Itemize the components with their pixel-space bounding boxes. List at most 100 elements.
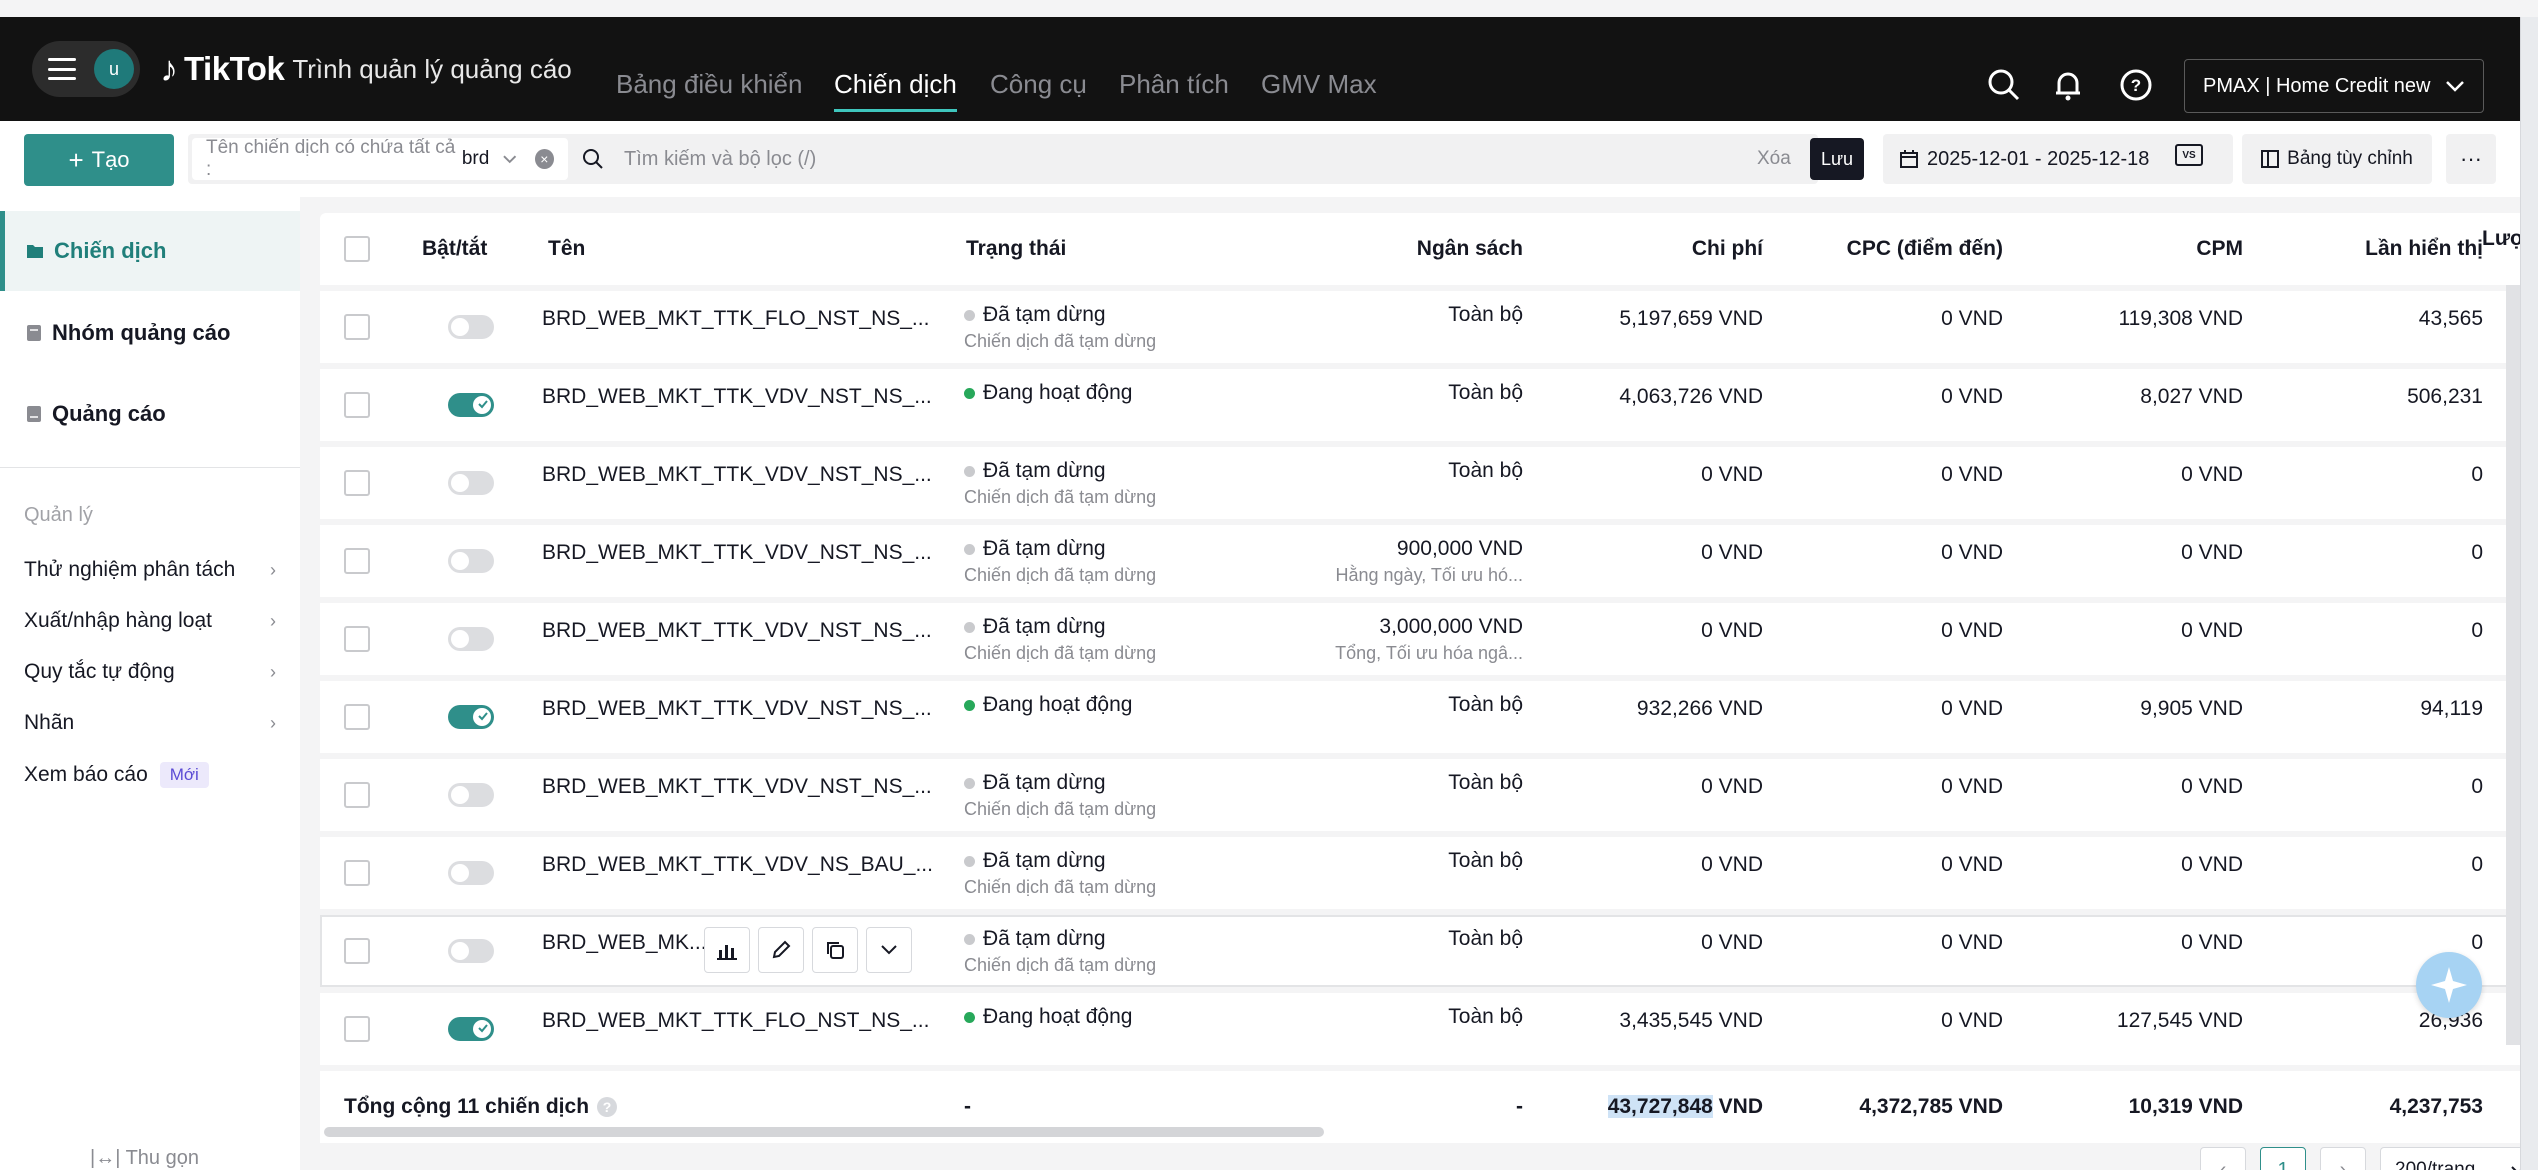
table-row[interactable]: BRD_WEB_MKT_TTK_FLO_NST_NS_... Đã tạm dừn… <box>320 291 2520 363</box>
sidebar-item-ad-groups[interactable]: Nhóm quảng cáo <box>0 293 300 373</box>
table-row[interactable]: BRD_WEB_MKT_TTK_VDV_NST_NS_... Đang hoạt … <box>320 369 2520 441</box>
row-checkbox[interactable] <box>344 548 370 574</box>
table-row[interactable]: BRD_WEB_MK... Đã tạm dừng Chiến dịch đã tạ… <box>320 915 2520 987</box>
row-checkbox[interactable] <box>344 314 370 340</box>
nav-dashboard[interactable]: Bảng điều khiển <box>616 69 803 99</box>
campaign-name-link[interactable]: BRD_WEB_MKT_TTK_FLO_NST_NS_... <box>542 307 930 330</box>
row-checkbox[interactable] <box>344 1016 370 1042</box>
budget-value: Toàn bộ <box>1448 381 1523 404</box>
table-row[interactable]: BRD_WEB_MKT_TTK_VDV_NST_NS_... Đang hoạt … <box>320 681 2520 753</box>
edit-button[interactable] <box>758 927 804 973</box>
row-toggle[interactable] <box>448 1017 494 1041</box>
custom-table-button[interactable]: Bảng tùy chỉnh <box>2242 134 2432 184</box>
campaign-name-link[interactable]: BRD_WEB_MKT_TTK_VDV_NST_NS_... <box>542 385 932 408</box>
nav-tools[interactable]: Công cụ <box>990 69 1087 99</box>
status-cell: Đã tạm dừng Chiến dịch đã tạm dừng <box>964 849 1156 898</box>
bell-icon[interactable] <box>2050 67 2086 103</box>
header-cpm[interactable]: CPM <box>2196 237 2243 260</box>
sidebar-item-campaigns[interactable]: Chiến dịch <box>0 211 300 291</box>
row-checkbox[interactable] <box>344 860 370 886</box>
sidebar-item-view-report[interactable]: Xem báo cáo Mới <box>24 755 276 795</box>
search-icon[interactable] <box>1986 67 2022 103</box>
campaign-name-link[interactable]: BRD_WEB_MKT_TTK_VDV_NST_NS_... <box>542 463 932 486</box>
sidebar-item-ads[interactable]: Quảng cáo <box>0 374 300 454</box>
row-toggle[interactable] <box>448 627 494 651</box>
menu-toggle-button[interactable]: u <box>32 41 140 97</box>
vertical-scrollbar[interactable] <box>2506 285 2520 1045</box>
header-cost[interactable]: Chi phí <box>1691 237 1763 260</box>
nav-campaigns[interactable]: Chiến dịch <box>834 69 957 112</box>
date-range-picker[interactable]: 2025-12-01 - 2025-12-18 <box>1883 134 2233 184</box>
row-checkbox[interactable] <box>344 704 370 730</box>
campaign-name-link[interactable]: BRD_WEB_MKT_TTK_VDV_NST_NS_... <box>542 541 932 564</box>
cost-cell: 0 VND <box>1701 775 1763 798</box>
table-row[interactable]: BRD_WEB_MKT_TTK_VDV_NS_BAU_... Đã tạm dừn… <box>320 837 2520 909</box>
create-button[interactable]: + Tạo <box>24 134 174 186</box>
select-all-checkbox[interactable] <box>344 236 370 262</box>
collapse-sidebar-button[interactable]: |↔| Thu gọn <box>90 1147 199 1170</box>
next-page-button[interactable]: › <box>2320 1147 2366 1170</box>
compare-toggle[interactable]: VS <box>2175 144 2203 166</box>
sidebar-item-bulk-import-export[interactable]: Xuất/nhập hàng loạt › <box>24 601 276 641</box>
search-input[interactable] <box>588 134 1788 184</box>
nav-gmv-max[interactable]: GMV Max <box>1261 69 1377 99</box>
duplicate-button[interactable] <box>812 927 858 973</box>
row-toggle[interactable] <box>448 549 494 573</box>
account-selector[interactable]: PMAX | Home Credit new <box>2184 59 2484 113</box>
more-options-button[interactable]: ··· <box>2446 134 2496 184</box>
horizontal-scrollbar[interactable] <box>324 1127 1324 1137</box>
table-row[interactable]: BRD_WEB_MKT_TTK_VDV_NST_NS_... Đã tạm dừn… <box>320 603 2520 675</box>
status-detail: Chiến dịch đã tạm dừng <box>964 799 1157 819</box>
row-checkbox[interactable] <box>344 938 370 964</box>
prev-page-button[interactable]: ‹ <box>2200 1147 2246 1170</box>
table-row[interactable]: BRD_WEB_MKT_TTK_FLO_NST_NS_... Đang hoạt … <box>320 993 2520 1065</box>
help-icon[interactable]: ? <box>597 1097 618 1118</box>
help-icon[interactable]: ? <box>2118 67 2154 103</box>
campaign-name-link[interactable]: BRD_WEB_MK... <box>542 931 707 954</box>
ai-assistant-button[interactable] <box>2416 952 2482 1018</box>
sidebar-item-split-test[interactable]: Thử nghiệm phân tách › <box>24 550 276 590</box>
budget-value: Toàn bộ <box>1448 1005 1523 1028</box>
nav-analytics[interactable]: Phân tích <box>1119 69 1229 99</box>
header-name[interactable]: Tên <box>548 237 586 260</box>
view-chart-button[interactable] <box>704 927 750 973</box>
clear-button[interactable]: Xóa <box>1757 148 1791 169</box>
sidebar-item-automated-rules[interactable]: Quy tắc tự động › <box>24 652 276 692</box>
header-budget[interactable]: Ngân sách <box>1416 237 1523 260</box>
header-status[interactable]: Trạng thái <box>966 237 1067 260</box>
row-checkbox[interactable] <box>344 392 370 418</box>
table-row[interactable]: BRD_WEB_MKT_TTK_VDV_NST_NS_... Đã tạm dừn… <box>320 525 2520 597</box>
more-actions-button[interactable] <box>866 927 912 973</box>
row-toggle[interactable] <box>448 939 494 963</box>
avatar[interactable]: u <box>94 49 134 89</box>
page-number-button[interactable]: 1 <box>2260 1147 2306 1170</box>
clear-filter-icon[interactable]: × <box>534 149 554 169</box>
campaign-name-link[interactable]: BRD_WEB_MKT_TTK_FLO_NST_NS_... <box>542 1009 930 1032</box>
filter-chip[interactable]: Tên chiến dịch có chứa tất cả : brd × <box>192 137 568 180</box>
tiktok-logo[interactable]: ♪ TikTok Trình quản lý quảng cáo <box>160 47 572 91</box>
save-button[interactable]: Lưu <box>1810 138 1864 180</box>
sidebar-item-labels[interactable]: Nhãn › <box>24 703 276 743</box>
row-checkbox[interactable] <box>344 626 370 652</box>
row-toggle[interactable] <box>448 393 494 417</box>
row-toggle[interactable] <box>448 783 494 807</box>
campaign-name-link[interactable]: BRD_WEB_MKT_TTK_VDV_NST_NS_... <box>542 775 932 798</box>
header-impressions[interactable]: Lần hiển thị <box>2365 237 2483 260</box>
row-toggle[interactable] <box>448 315 494 339</box>
header-clipped[interactable]: Lượ <box>2482 227 2520 250</box>
row-toggle[interactable] <box>448 471 494 495</box>
row-checkbox[interactable] <box>344 782 370 808</box>
svg-text:?: ? <box>2131 76 2141 95</box>
campaign-name-link[interactable]: BRD_WEB_MKT_TTK_VDV_NS_BAU_... <box>542 853 933 876</box>
table-row[interactable]: BRD_WEB_MKT_TTK_VDV_NST_NS_... Đã tạm dừn… <box>320 759 2520 831</box>
page-size-select[interactable]: 200/trang <box>2380 1147 2520 1170</box>
campaign-name-link[interactable]: BRD_WEB_MKT_TTK_VDV_NST_NS_... <box>542 697 932 720</box>
row-toggle[interactable] <box>448 705 494 729</box>
table-row[interactable]: BRD_WEB_MKT_TTK_VDV_NST_NS_... Đã tạm dừn… <box>320 447 2520 519</box>
header-toggle[interactable]: Bật/tắt <box>422 237 488 260</box>
row-checkbox[interactable] <box>344 470 370 496</box>
status-label: Đang hoạt động <box>983 693 1133 716</box>
row-toggle[interactable] <box>448 861 494 885</box>
header-cpc[interactable]: CPC (điểm đến) <box>1846 237 2003 260</box>
campaign-name-link[interactable]: BRD_WEB_MKT_TTK_VDV_NST_NS_... <box>542 619 932 642</box>
